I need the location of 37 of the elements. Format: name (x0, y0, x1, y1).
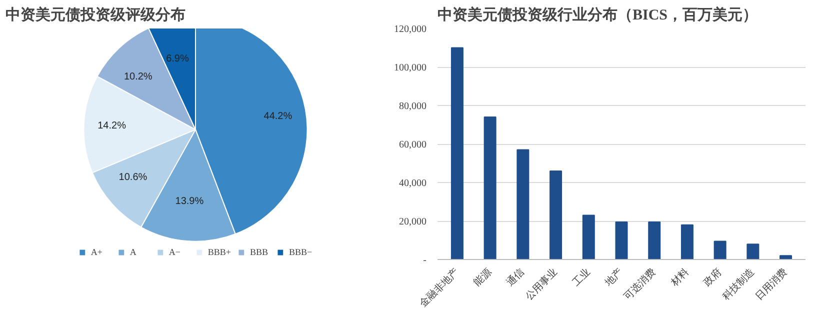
data-label: 13.9% (175, 196, 204, 208)
legend-label: A+ (90, 247, 104, 257)
bar (450, 47, 464, 260)
bar (582, 214, 595, 260)
bar (484, 116, 496, 260)
chart-title: 中资美元债投资级评级分布 (6, 6, 186, 24)
bar (550, 170, 562, 260)
y-tick-label: 40,000 (399, 178, 426, 189)
legend-label: BBB+ (208, 247, 231, 257)
y-tick-label: 20,000 (399, 216, 426, 228)
bar (780, 255, 792, 260)
bar (714, 240, 726, 260)
bar (648, 221, 661, 260)
y-tick-label: - (423, 255, 427, 266)
legend-label: A (130, 247, 138, 257)
x-tick-label: 通信 (504, 266, 527, 289)
x-tick-label: 能源 (471, 266, 494, 289)
legend-label: BBB− (289, 247, 312, 257)
x-tick-label: 工业 (570, 266, 593, 289)
y-tick-label: 100,000 (394, 62, 426, 74)
data-label: 14.2% (98, 120, 126, 132)
data-label: 10.2% (124, 71, 152, 82)
legend-label: A− (168, 247, 182, 257)
bar (746, 244, 760, 260)
bar (680, 224, 694, 260)
bar (615, 221, 628, 260)
data-label: 6.9% (166, 54, 189, 65)
data-label: 10.6% (118, 172, 148, 184)
y-tick-label: 80,000 (399, 101, 426, 112)
bar (516, 149, 530, 260)
data-label: 44.2% (264, 110, 292, 122)
x-tick-label: 金融非地产 (417, 266, 462, 310)
y-tick-label: 120,000 (394, 24, 426, 35)
chart-title: 中资美元债投资级行业分布（BICS，百万美元） (438, 6, 758, 24)
y-tick-label: 60,000 (399, 140, 426, 150)
x-tick-label: 材料 (668, 266, 692, 290)
legend-label: BBB (250, 247, 270, 257)
